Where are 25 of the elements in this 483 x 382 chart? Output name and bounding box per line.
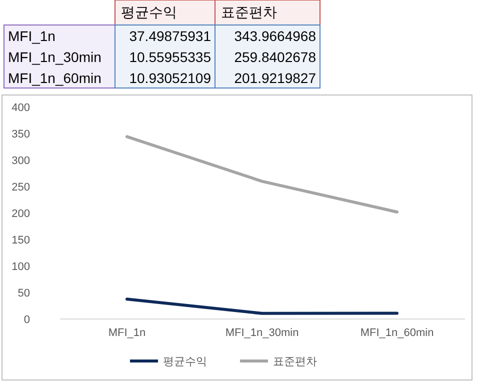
y-tick-label: 200 bbox=[12, 208, 30, 220]
text: 259.8402678 bbox=[234, 49, 316, 65]
y-tick-label: 150 bbox=[12, 234, 30, 246]
legend-label: 평균수익 bbox=[163, 356, 207, 368]
text: 201.9219827 bbox=[234, 70, 316, 86]
text: 10.93052109 bbox=[129, 70, 212, 86]
x-tick-label: MFI_1n bbox=[108, 327, 146, 339]
text: 37.49875931 bbox=[129, 28, 212, 44]
y-tick-label: 100 bbox=[12, 261, 30, 273]
text: 표준편차 bbox=[221, 4, 277, 20]
legend-label: 표준편차 bbox=[273, 356, 317, 368]
text: 10.55955335 bbox=[129, 49, 212, 65]
x-tick-label: MFI_1n_60min bbox=[360, 327, 434, 339]
text: 평균수익 bbox=[121, 4, 177, 20]
category-label: MFI_1n_30min bbox=[8, 49, 102, 65]
y-tick-label: 0 bbox=[24, 314, 30, 326]
y-tick-label: 300 bbox=[12, 155, 30, 167]
category-label: MFI_1n_60min bbox=[8, 70, 102, 86]
y-tick-label: 50 bbox=[18, 288, 30, 300]
category-label: MFI_1n bbox=[8, 28, 56, 44]
text: 343.9664968 bbox=[234, 28, 316, 44]
x-tick-label: MFI_1n_30min bbox=[225, 327, 299, 339]
y-tick-label: 400 bbox=[12, 102, 30, 114]
y-tick-label: 250 bbox=[12, 182, 30, 194]
y-tick-label: 350 bbox=[12, 128, 30, 140]
